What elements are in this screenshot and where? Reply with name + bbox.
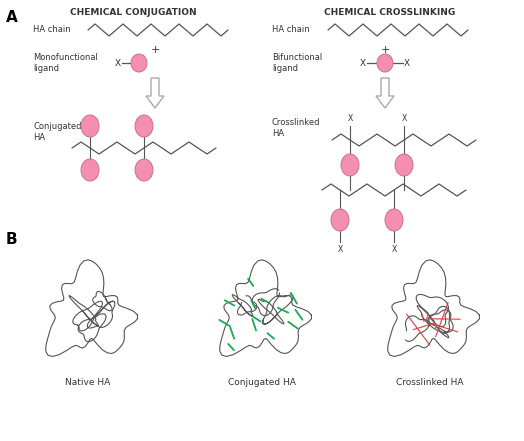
Ellipse shape — [377, 54, 393, 72]
Polygon shape — [146, 78, 164, 108]
Text: +: + — [380, 45, 390, 55]
Text: CHEMICAL CROSSLINKING: CHEMICAL CROSSLINKING — [324, 8, 456, 17]
Text: Crosslinked
HA: Crosslinked HA — [272, 118, 321, 138]
Text: Bifunctional
ligand: Bifunctional ligand — [272, 53, 322, 73]
Text: A: A — [6, 10, 18, 25]
Ellipse shape — [395, 154, 413, 176]
Text: X: X — [347, 114, 353, 123]
Ellipse shape — [135, 115, 153, 137]
Text: X: X — [115, 59, 121, 67]
Ellipse shape — [81, 159, 99, 181]
Text: Conjugated HA: Conjugated HA — [228, 378, 296, 387]
Ellipse shape — [135, 159, 153, 181]
Ellipse shape — [331, 209, 349, 231]
Text: HA chain: HA chain — [272, 26, 310, 34]
Ellipse shape — [341, 154, 359, 176]
Text: Conjugated
HA: Conjugated HA — [33, 122, 82, 142]
Text: B: B — [6, 232, 18, 247]
Text: X: X — [337, 245, 343, 254]
Text: Monofunctional
ligand: Monofunctional ligand — [33, 53, 98, 73]
Text: X: X — [391, 245, 397, 254]
Text: HA chain: HA chain — [33, 26, 71, 34]
Text: X: X — [401, 114, 407, 123]
Text: Crosslinked HA: Crosslinked HA — [396, 378, 464, 387]
Text: Native HA: Native HA — [66, 378, 111, 387]
Polygon shape — [376, 78, 394, 108]
Text: +: + — [150, 45, 160, 55]
Text: X: X — [404, 59, 410, 67]
Ellipse shape — [131, 54, 147, 72]
Text: X: X — [360, 59, 366, 67]
Ellipse shape — [385, 209, 403, 231]
Ellipse shape — [81, 115, 99, 137]
Text: CHEMICAL CONJUGATION: CHEMICAL CONJUGATION — [70, 8, 196, 17]
